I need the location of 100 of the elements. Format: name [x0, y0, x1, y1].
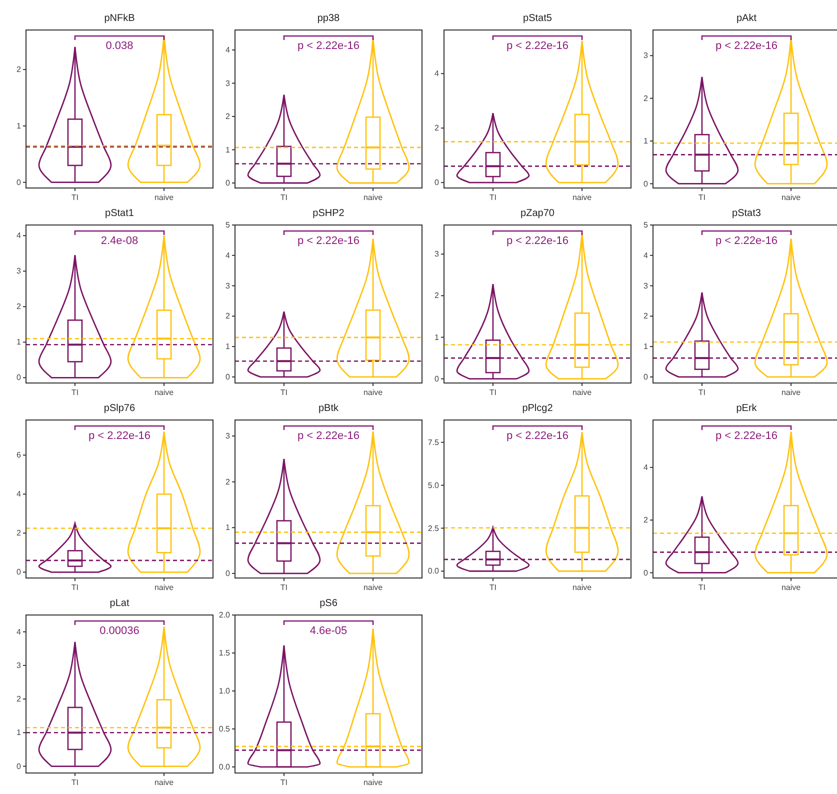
- x-tick-label: naive: [363, 778, 384, 787]
- y-tick-label: 1: [644, 342, 649, 352]
- y-tick-label: 0.0: [218, 762, 231, 772]
- y-tick-label: 3: [16, 660, 22, 670]
- y-tick-label: 3: [226, 281, 231, 290]
- chart-title: pZap70: [520, 208, 555, 219]
- x-tick-label: naive: [781, 583, 802, 592]
- y-tick-label: 2: [226, 312, 231, 321]
- y-tick-label: 2: [226, 477, 231, 486]
- y-tick-label: 0.0: [428, 566, 440, 576]
- annotation: p < 2.22e-16: [715, 430, 778, 442]
- y-tick-label: 3: [226, 432, 231, 441]
- y-tick-label: 2: [434, 291, 440, 300]
- annotation: p < 2.22e-16: [715, 235, 778, 247]
- chart-title: pStat3: [732, 208, 762, 219]
- chart-title: pAkt: [736, 13, 757, 24]
- y-tick-label: 1: [644, 136, 649, 146]
- y-tick-label: 0: [434, 178, 440, 188]
- y-tick-label: 3: [644, 51, 649, 60]
- y-tick-label: 5: [644, 220, 649, 230]
- chart-title: pS6: [320, 598, 338, 609]
- chart-title: pSlp76: [104, 403, 136, 414]
- y-tick-label: 3: [434, 250, 440, 259]
- y-tick-label: 1.5: [218, 648, 231, 658]
- y-tick-label: 2.5: [428, 524, 440, 533]
- y-tick-label: 0: [434, 374, 440, 384]
- y-tick-label: 0: [226, 178, 231, 188]
- y-tick-label: 1: [16, 338, 22, 347]
- x-tick-label: naive: [154, 778, 174, 787]
- y-tick-label: 4: [644, 462, 649, 472]
- annotation: p < 2.22e-16: [297, 40, 360, 52]
- y-tick-label: 2: [16, 528, 22, 538]
- annotation: 4.6e-05: [310, 625, 348, 637]
- chart-title: pStat5: [523, 13, 552, 24]
- chart-title: pErk: [736, 403, 758, 414]
- annotation: p < 2.22e-16: [715, 40, 778, 52]
- y-tick-label: 6: [16, 450, 22, 460]
- y-tick-label: 3: [226, 78, 231, 88]
- chart-title: pPlcg2: [522, 403, 554, 414]
- annotation: p < 2.22e-16: [506, 235, 569, 247]
- x-tick-label: naive: [154, 583, 174, 592]
- annotation: 0.00036: [100, 625, 140, 637]
- y-tick-label: 7.5: [428, 438, 440, 447]
- x-tick-label: naive: [154, 388, 174, 397]
- annotation: 0.038: [106, 40, 134, 52]
- x-tick-label: naive: [363, 193, 384, 202]
- y-tick-label: 0: [644, 568, 649, 578]
- x-tick-label: TI: [698, 583, 706, 592]
- y-tick-label: 1.0: [218, 686, 231, 696]
- y-tick-label: 4: [16, 231, 22, 240]
- y-tick-label: 4: [16, 490, 22, 499]
- y-tick-label: 1: [434, 332, 440, 342]
- chart-title: pp38: [317, 13, 340, 24]
- annotation: 2.4e-08: [100, 235, 138, 247]
- y-tick-label: 4: [644, 250, 649, 260]
- chart-title: pNFkB: [104, 13, 136, 24]
- annotation: p < 2.22e-16: [297, 235, 360, 247]
- y-tick-label: 1: [226, 145, 231, 154]
- x-tick-label: TI: [71, 778, 79, 787]
- y-tick-label: 0: [16, 178, 22, 187]
- y-tick-label: 0: [226, 372, 231, 382]
- y-tick-label: 5.0: [428, 480, 440, 490]
- y-tick-label: 0: [16, 373, 22, 382]
- y-tick-label: 2: [16, 65, 22, 74]
- y-tick-label: 2: [226, 112, 231, 122]
- x-tick-label: TI: [280, 193, 288, 202]
- y-tick-label: 0: [16, 762, 22, 771]
- y-tick-label: 0: [644, 372, 649, 382]
- x-tick-label: naive: [572, 193, 592, 202]
- y-tick-label: 2: [16, 694, 22, 704]
- y-tick-label: 1: [226, 523, 231, 532]
- y-tick-label: 0.5: [218, 724, 231, 734]
- y-tick-label: 1: [16, 728, 22, 738]
- x-tick-label: naive: [363, 388, 384, 397]
- chart-title: pLat: [110, 598, 130, 609]
- y-tick-label: 4: [226, 250, 231, 260]
- x-tick-label: TI: [280, 388, 288, 397]
- y-tick-label: 3: [16, 266, 22, 276]
- y-tick-label: 4: [434, 69, 440, 78]
- y-tick-label: 1: [226, 342, 231, 352]
- x-tick-label: TI: [280, 583, 288, 592]
- x-tick-label: TI: [698, 388, 706, 397]
- y-tick-label: 2: [16, 302, 22, 312]
- x-tick-label: TI: [280, 778, 288, 787]
- x-tick-label: TI: [698, 193, 706, 202]
- chart-title: pSHP2: [312, 208, 345, 219]
- y-tick-label: 1: [16, 121, 22, 130]
- x-tick-label: TI: [489, 583, 497, 592]
- y-tick-label: 4: [226, 46, 231, 55]
- y-tick-label: 2: [644, 516, 649, 525]
- y-tick-label: 2: [434, 124, 440, 133]
- x-tick-label: TI: [489, 388, 497, 397]
- x-tick-label: TI: [489, 193, 497, 202]
- annotation: p < 2.22e-16: [297, 430, 360, 442]
- y-tick-label: 2.0: [218, 610, 231, 620]
- annotation: p < 2.22e-16: [506, 40, 569, 52]
- x-tick-label: TI: [71, 583, 79, 592]
- y-tick-label: 4: [16, 627, 22, 636]
- y-tick-label: 0: [16, 568, 22, 577]
- x-tick-label: naive: [781, 388, 802, 397]
